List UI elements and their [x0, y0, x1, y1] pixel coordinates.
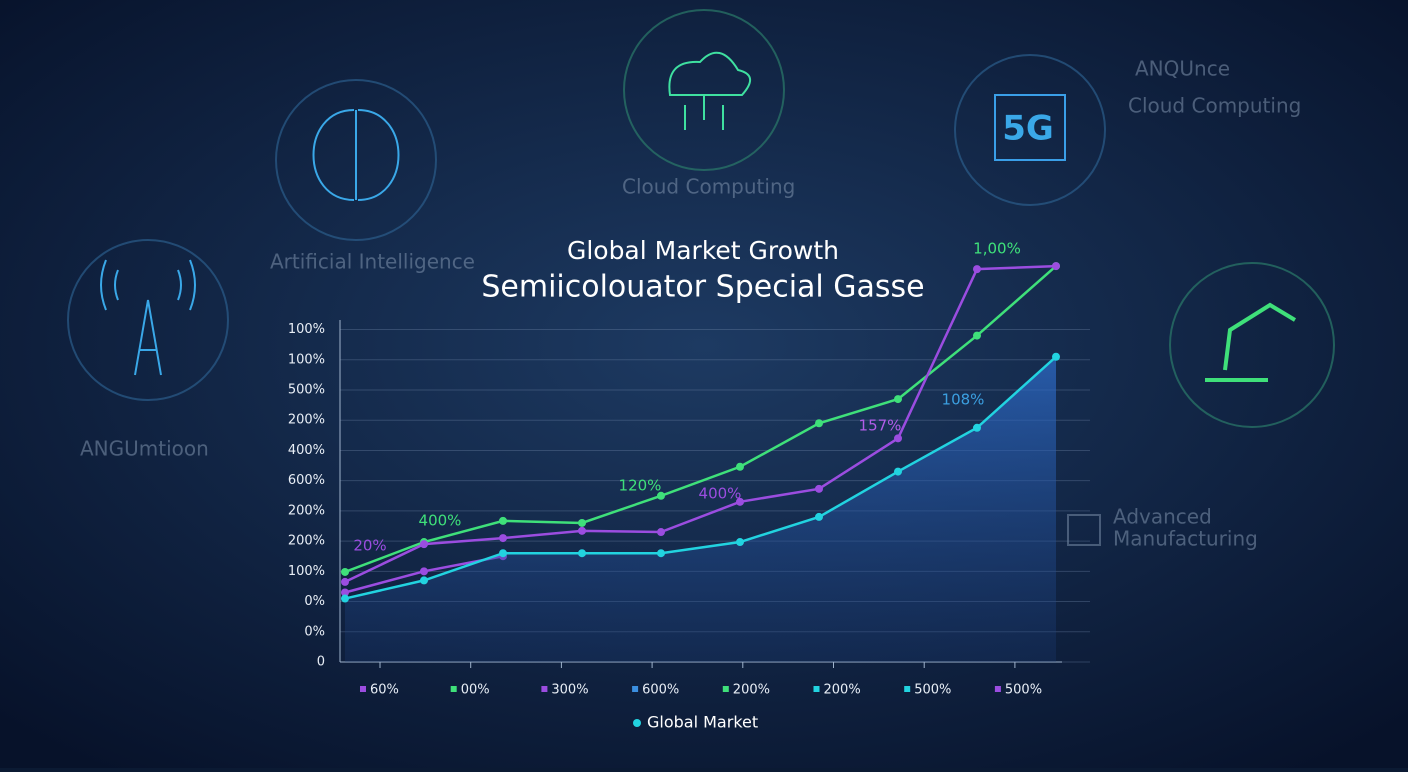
point: [657, 491, 665, 500]
x-tick-label: 200%: [824, 683, 861, 698]
annotation: 157%: [859, 417, 902, 435]
bg-label: Manufacturing: [1113, 527, 1258, 551]
y-tick-label: 600%: [288, 473, 325, 488]
annotation: 20%: [353, 537, 386, 555]
point: [1052, 352, 1060, 361]
x-tick-label: 300%: [551, 683, 588, 698]
point: [973, 265, 981, 274]
point: [341, 594, 349, 603]
x-label-swatch: [994, 686, 1001, 692]
bg-label: 5G: [1002, 109, 1054, 149]
y-tick-label: 0: [317, 655, 325, 670]
point: [341, 588, 349, 597]
point: [736, 497, 744, 506]
bg-label: Advanced: [1113, 505, 1212, 529]
point: [578, 518, 586, 527]
icons: [67, 9, 1335, 546]
annotation: 120%: [619, 477, 662, 495]
point: [499, 549, 507, 558]
point: [499, 534, 507, 543]
x-label-swatch: [722, 686, 729, 692]
annotation: 400%: [699, 485, 742, 503]
point: [420, 540, 428, 549]
point: [1052, 262, 1060, 271]
point: [578, 526, 586, 535]
y-tick-label: 200%: [288, 534, 325, 549]
x-tick-label: 500%: [914, 683, 951, 698]
annotation: 1,00%: [973, 240, 1021, 258]
y-tick-label: 400%: [288, 443, 325, 458]
x-tick-label: 500%: [1005, 683, 1042, 698]
y-tick-label: 0%: [304, 594, 325, 609]
point: [815, 419, 823, 428]
point: [341, 577, 349, 586]
chart-subtitle: Semiicolouator Special Gasse: [481, 270, 924, 305]
y-tick-label: 200%: [288, 413, 325, 428]
point: [815, 512, 823, 521]
y-tick-label: 500%: [288, 383, 325, 398]
y-tick-label: 100%: [288, 352, 325, 367]
y-tick-label: 0%: [304, 624, 325, 639]
x-label-swatch: [904, 686, 911, 692]
point: [973, 331, 981, 340]
point: [815, 484, 823, 493]
point: [657, 549, 665, 558]
point: [499, 516, 507, 525]
bg-label: Cloud Computing: [1128, 94, 1301, 118]
x-label-swatch: [360, 686, 366, 692]
y-tick-label: 100%: [288, 564, 325, 579]
point: [657, 528, 665, 537]
point: [420, 567, 428, 576]
point: [736, 538, 744, 547]
bg-label: Artificial Intelligence: [270, 250, 475, 274]
bg-label: ANQUnce: [1135, 57, 1230, 81]
annotation: 400%: [419, 512, 462, 530]
legend-swatch: [633, 719, 641, 727]
legend-label: Global Market: [647, 713, 758, 732]
annotation: 108%: [942, 391, 985, 409]
series-line: [344, 265, 1057, 574]
y-tick-label: 200%: [288, 503, 325, 518]
point: [736, 462, 744, 471]
x-tick-label: 00%: [461, 683, 490, 698]
y-tick-label: 100%: [288, 322, 325, 337]
point: [894, 434, 902, 443]
x-label-swatch: [450, 686, 457, 692]
point: [894, 395, 902, 404]
series-line: [344, 355, 1057, 600]
bg-label: Cloud Computing: [622, 175, 795, 199]
point: [341, 567, 349, 576]
area: [345, 356, 1056, 662]
chart-title: Global Market Growth: [567, 236, 839, 265]
x-tick-label: 60%: [370, 683, 399, 698]
point: [420, 576, 428, 585]
point: [578, 549, 586, 558]
point: [973, 423, 981, 432]
x-label-swatch: [813, 686, 820, 692]
x-label-swatch: [541, 686, 548, 692]
bg-label: ANGUmtioon: [80, 437, 209, 461]
x-tick-label: 600%: [642, 683, 679, 698]
x-label-swatch: [632, 686, 639, 692]
series-line: [344, 264, 1057, 584]
x-tick-label: 200%: [733, 683, 770, 698]
point: [894, 467, 902, 476]
